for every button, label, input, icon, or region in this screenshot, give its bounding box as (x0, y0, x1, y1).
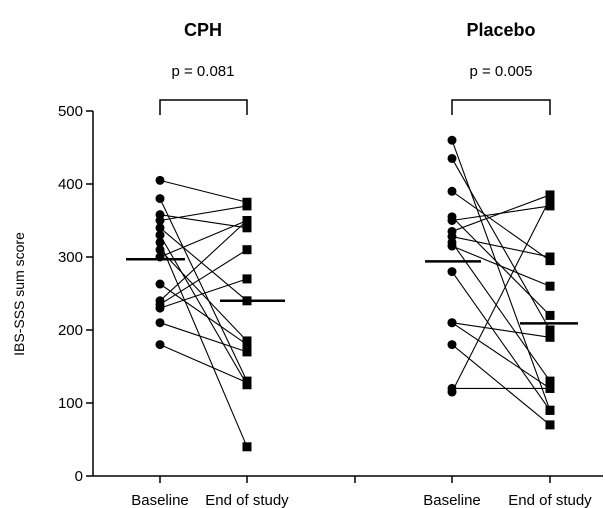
y-axis-label: IBS-SSS sum score (11, 232, 27, 356)
end-point (545, 420, 555, 430)
baseline-point (447, 241, 457, 251)
paired-line (451, 190, 551, 262)
end-point (242, 201, 252, 211)
baseline-point (155, 340, 165, 350)
baseline-point (447, 135, 457, 145)
baseline-point (447, 318, 457, 328)
paired-line (159, 198, 248, 382)
end-point (545, 325, 555, 335)
paired-line (159, 322, 248, 353)
paired-line (451, 271, 551, 411)
x-tick-label-end: End of study (508, 492, 592, 508)
paired-line (451, 158, 551, 331)
paired-line (451, 322, 551, 338)
baseline-point (155, 237, 165, 247)
significance-bracket (451, 99, 551, 115)
baseline-point (155, 303, 165, 313)
end-point (545, 376, 555, 386)
end-point (545, 383, 555, 393)
groups-layer: CPH p = 0.081 Baseline End of study Placebo p… (126, 20, 592, 508)
baseline-point (447, 267, 457, 277)
baseline-point (447, 387, 457, 397)
paired-line (159, 220, 248, 302)
paired-line (159, 278, 248, 309)
paired-line (451, 322, 551, 389)
paired-line (451, 344, 551, 426)
end-point (545, 405, 555, 415)
baseline-point (447, 186, 457, 196)
baseline-point (447, 153, 457, 163)
paired-line (159, 179, 248, 203)
p-value-label: p = 0.081 (172, 63, 235, 80)
end-point (545, 281, 555, 291)
x-tick-label-baseline: Baseline (131, 492, 189, 508)
paired-line (159, 344, 248, 384)
paired-line (451, 198, 551, 393)
group-placebo: Placebo p = 0.005 Baseline End of study (423, 20, 592, 508)
group-title: Placebo (466, 20, 535, 40)
end-point (545, 332, 555, 342)
x-tick-label-end: End of study (205, 492, 289, 508)
paired-line (159, 227, 248, 302)
axis-layer: 0 100 200 300 400 500 (58, 103, 603, 485)
baseline-point (155, 216, 165, 225)
end-point (242, 378, 252, 388)
significance-bracket (159, 99, 248, 115)
baseline-point (155, 318, 165, 328)
paired-line (451, 236, 551, 258)
paired-line (159, 283, 248, 346)
end-point (242, 340, 252, 350)
paired-line (451, 140, 551, 411)
end-point (242, 347, 252, 357)
x-tick-label-baseline: Baseline (423, 492, 481, 508)
end-point (545, 201, 555, 211)
paired-line (159, 249, 248, 305)
paired-line (159, 242, 248, 448)
baseline-point (155, 223, 165, 233)
y-tick-label: 100 (58, 395, 83, 412)
baseline-point (155, 194, 165, 204)
paired-line (159, 249, 248, 342)
baseline-point (155, 230, 165, 240)
y-tick-label: 300 (58, 249, 83, 266)
baseline-point (155, 175, 165, 185)
end-point (242, 216, 252, 225)
paired-line (451, 245, 551, 287)
end-point (545, 252, 555, 262)
baseline-point (155, 279, 165, 289)
y-tick-label: 200 (58, 322, 83, 339)
group-title: CPH (184, 20, 222, 40)
paired-line (159, 219, 248, 258)
baseline-point (155, 245, 165, 255)
y-tick-label: 0 (75, 468, 83, 485)
group-cph: CPH p = 0.081 Baseline End of study (126, 20, 289, 508)
end-point (242, 274, 252, 284)
end-point (242, 442, 252, 452)
end-point (242, 223, 252, 233)
paired-line (159, 205, 248, 222)
end-point (242, 245, 252, 255)
p-value-label: p = 0.005 (470, 63, 533, 80)
baseline-point (447, 340, 457, 350)
y-tick-label: 500 (58, 103, 83, 120)
paired-line (451, 242, 551, 382)
paired-line (159, 214, 248, 229)
y-tick-label: 400 (58, 176, 83, 193)
end-point (545, 194, 555, 204)
baseline-point (447, 216, 457, 225)
paired-line (451, 194, 551, 232)
end-point (545, 310, 555, 320)
